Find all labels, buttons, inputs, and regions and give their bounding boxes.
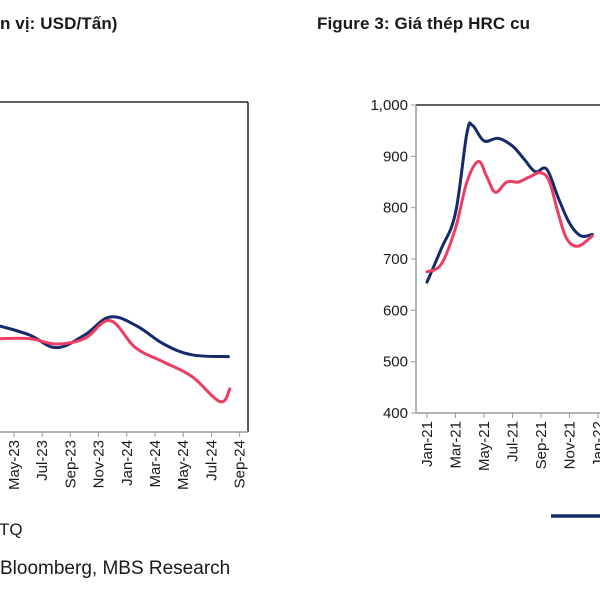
right-y-tick-label: 700	[383, 251, 408, 268]
left-chart-title: n vị: USD/Tấn)	[0, 14, 118, 33]
right-x-tick-label: Jan-21	[419, 421, 436, 467]
left-x-tick-label: Jul-24	[203, 440, 220, 481]
source-note: Bloomberg, MBS Research	[0, 558, 231, 579]
left-x-tick-label: Jul-23	[34, 440, 51, 481]
left-x-tick-label: Nov-23	[91, 440, 108, 488]
left-x-tick-label: May-23	[6, 440, 23, 490]
left-x-tick-label: Sep-23	[62, 440, 79, 488]
right-x-tick-label: Jul-21	[505, 421, 522, 462]
right-chart-title: Figure 3: Giá thép HRC cu	[317, 14, 531, 33]
left-x-tick-label: May-24	[175, 440, 192, 490]
right-y-tick-label: 800	[383, 200, 408, 217]
left-chart: May-23 Jul-23 Sep-23 Nov-23 Jan-24 Mar-24 May-…	[0, 101, 249, 539]
left-legend-label: TQ	[0, 520, 23, 539]
left-x-tick-label: Jan-24	[119, 440, 136, 486]
left-x-tick-label: Mar-24	[147, 440, 164, 488]
right-y-tick-label: 1,000	[370, 97, 408, 114]
right-x-tick-label: Nov-21	[562, 421, 579, 469]
right-x-tick-label: May-21	[476, 421, 493, 471]
right-y-tick-label: 600	[383, 302, 408, 319]
right-y-tick-label: 400	[383, 405, 408, 422]
right-y-tick-label: 500	[383, 354, 408, 371]
left-series-pink-line	[0, 319, 232, 404]
right-x-tick-label: Jan-22	[590, 421, 600, 467]
right-x-tick-label: Sep-21	[533, 421, 550, 469]
right-chart: 1,000 900 800 700 600 500 400 Jan-21 Mar-21 May-2…	[370, 97, 600, 518]
right-y-tick-label: 900	[383, 148, 408, 165]
right-series-navy-line	[425, 121, 594, 284]
left-x-tick-label: Sep-24	[232, 440, 249, 488]
right-series-pink-line	[425, 160, 594, 274]
right-x-tick-label: Mar-21	[448, 421, 465, 469]
